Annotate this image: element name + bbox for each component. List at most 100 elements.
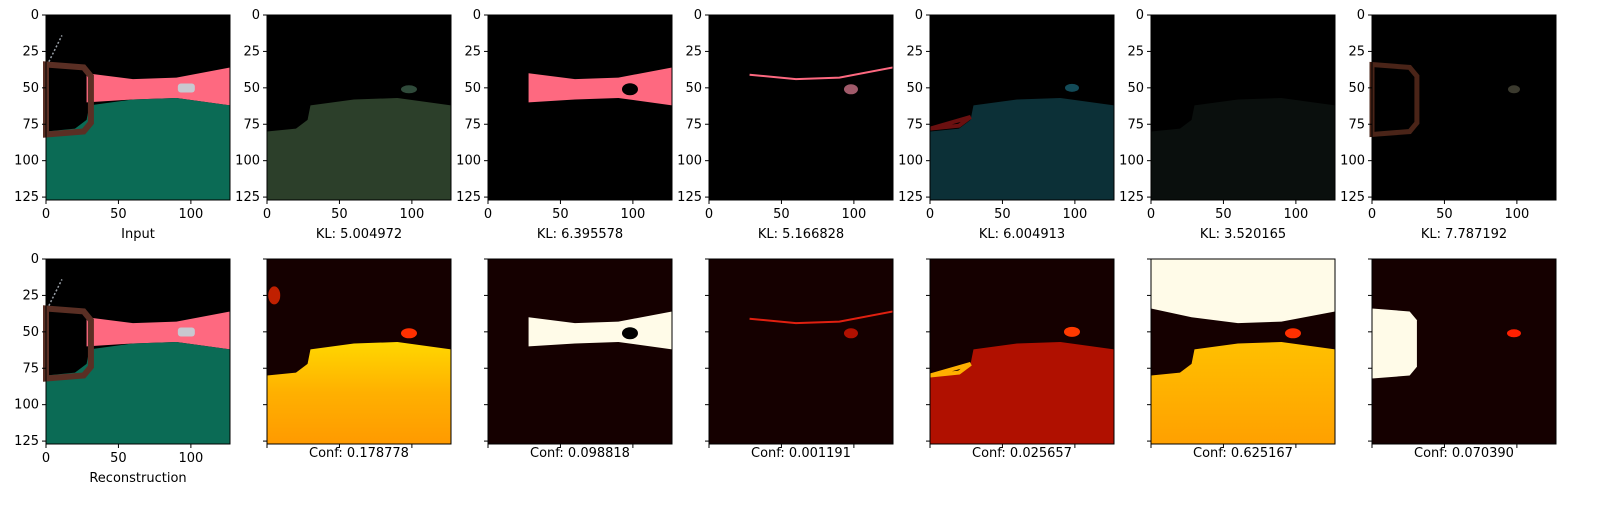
y-tick-label: 50: [464, 81, 481, 96]
x-tick-label: 100: [1062, 207, 1087, 222]
panel-bottom-1: Conf: 0.178778: [263, 258, 452, 461]
panel-grid: 0 50 100 0 25 50 75 100 125 Input 0 50 100 0 25 50 75 100…: [14, 8, 1557, 486]
y-tick-label: 0: [473, 8, 481, 23]
y-tick-label: 50: [22, 81, 39, 96]
panel-caption: Conf: 0.001191: [751, 446, 851, 461]
y-tick-label: 100: [898, 154, 923, 169]
y-tick-label: 50: [685, 81, 702, 96]
panel-top-3: 0 50 100 0 25 50 75 100 125 KL: 5.166828: [677, 8, 894, 242]
panel-caption: Conf: 0.178778: [309, 446, 409, 461]
y-tick-label: 50: [243, 81, 260, 96]
x-tick-label: 0: [42, 207, 50, 222]
x-tick-label: 0: [263, 207, 271, 222]
x-tick-label: 100: [178, 207, 203, 222]
panel-bottom-6: Conf: 0.070390: [1368, 258, 1557, 461]
x-tick-label: 0: [926, 207, 934, 222]
y-tick-label: 75: [464, 117, 481, 132]
panel-bottom-3: Conf: 0.001191: [705, 258, 894, 461]
y-tick-label: 50: [1348, 81, 1365, 96]
y-tick-label: 50: [906, 81, 923, 96]
y-tick-label: 125: [14, 434, 39, 449]
y-tick-label: 100: [14, 154, 39, 169]
y-tick-label: 25: [22, 288, 39, 303]
x-tick-label: 50: [1436, 207, 1453, 222]
y-tick-label: 75: [22, 361, 39, 376]
x-tick-label: 0: [42, 451, 50, 466]
x-tick-label: 100: [1504, 207, 1529, 222]
y-tick-label: 125: [235, 190, 260, 205]
y-tick-label: 100: [456, 154, 481, 169]
y-tick-label: 0: [252, 8, 260, 23]
y-tick-label: 0: [694, 8, 702, 23]
panel-top-2: 0 50 100 0 25 50 75 100 125 KL: 6.395578: [456, 8, 673, 242]
x-tick-label: 50: [773, 207, 790, 222]
panel-caption: KL: 6.395578: [537, 227, 623, 242]
panel-caption: Input: [121, 227, 155, 242]
y-tick-label: 50: [22, 325, 39, 340]
x-tick-label: 100: [399, 207, 424, 222]
panel-caption: KL: 5.166828: [758, 227, 844, 242]
panel-top-6: 0 50 100 0 25 50 75 100 125 KL: 7.787192: [1340, 8, 1557, 242]
y-tick-label: 25: [1127, 44, 1144, 59]
y-tick-label: 100: [677, 154, 702, 169]
panel-caption: KL: 7.787192: [1421, 227, 1507, 242]
panel-caption: Conf: 0.070390: [1414, 446, 1514, 461]
x-tick-label: 50: [552, 207, 569, 222]
y-tick-label: 125: [1340, 190, 1365, 205]
y-tick-label: 50: [1127, 81, 1144, 96]
panel-top-5: 0 50 100 0 25 50 75 100 125 KL: 3.520165: [1119, 8, 1336, 242]
y-tick-label: 125: [456, 190, 481, 205]
y-tick-label: 100: [1119, 154, 1144, 169]
x-tick-label: 50: [994, 207, 1011, 222]
panel-bottom-5: Conf: 0.625167: [1147, 258, 1336, 461]
panel-bottom-4: Conf: 0.025657: [926, 258, 1115, 461]
x-tick-label: 100: [841, 207, 866, 222]
x-tick-label: 50: [110, 451, 127, 466]
x-tick-label: 0: [484, 207, 492, 222]
panel-caption: Reconstruction: [89, 471, 186, 486]
panel-caption: KL: 6.004913: [979, 227, 1065, 242]
y-tick-label: 25: [22, 44, 39, 59]
panel-caption: Conf: 0.625167: [1193, 446, 1293, 461]
y-tick-label: 0: [31, 8, 39, 23]
y-tick-label: 100: [1340, 154, 1365, 169]
panel-bottom-2: Conf: 0.098818: [484, 258, 673, 461]
y-tick-label: 25: [1348, 44, 1365, 59]
y-tick-label: 125: [1119, 190, 1144, 205]
y-tick-label: 0: [1136, 8, 1144, 23]
panel-caption: Conf: 0.098818: [530, 446, 630, 461]
x-tick-label: 0: [705, 207, 713, 222]
x-tick-label: 100: [1283, 207, 1308, 222]
panel-caption: KL: 5.004972: [316, 227, 402, 242]
panel-caption: Conf: 0.025657: [972, 446, 1072, 461]
y-tick-label: 125: [898, 190, 923, 205]
y-tick-label: 75: [906, 117, 923, 132]
x-tick-label: 0: [1147, 207, 1155, 222]
y-tick-label: 0: [915, 8, 923, 23]
y-tick-label: 75: [243, 117, 260, 132]
x-tick-label: 50: [1215, 207, 1232, 222]
y-tick-label: 0: [31, 252, 39, 267]
y-tick-label: 25: [243, 44, 260, 59]
panel-top-1: 0 50 100 0 25 50 75 100 125 KL: 5.004972: [235, 8, 452, 242]
panel-caption: KL: 3.520165: [1200, 227, 1286, 242]
panel-bottom-0: 0 50 100 0 25 50 75 100 125 Reconstruction: [14, 252, 231, 486]
y-tick-label: 75: [22, 117, 39, 132]
x-tick-label: 50: [110, 207, 127, 222]
panel-top-0: 0 50 100 0 25 50 75 100 125 Input: [14, 8, 231, 242]
x-tick-label: 100: [620, 207, 645, 222]
y-tick-label: 125: [14, 190, 39, 205]
y-tick-label: 75: [685, 117, 702, 132]
y-tick-label: 75: [1348, 117, 1365, 132]
y-tick-label: 25: [685, 44, 702, 59]
y-tick-label: 25: [906, 44, 923, 59]
y-tick-label: 125: [677, 190, 702, 205]
panel-top-4: 0 50 100 0 25 50 75 100 125 KL: 6.004913: [898, 8, 1115, 242]
y-tick-label: 100: [235, 154, 260, 169]
x-tick-label: 50: [331, 207, 348, 222]
y-tick-label: 0: [1357, 8, 1365, 23]
x-tick-label: 0: [1368, 207, 1376, 222]
y-tick-label: 75: [1127, 117, 1144, 132]
x-tick-label: 100: [178, 451, 203, 466]
